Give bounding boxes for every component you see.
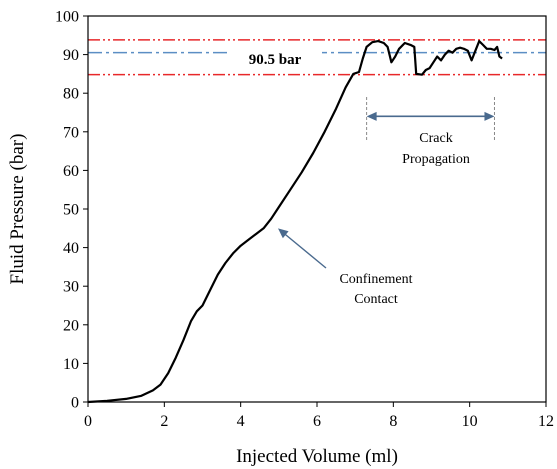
pressure-label: 90.5 bar (249, 52, 302, 68)
x-axis-ticks: 0 2 4 6 8 10 12 (84, 402, 554, 430)
confinement-label-line2: Contact (354, 292, 398, 307)
y-tick-label: 70 (63, 124, 79, 141)
y-tick-label: 40 (63, 240, 79, 257)
x-tick-label: 8 (389, 413, 397, 430)
y-axis-ticks: 0 10 20 30 40 50 60 70 80 90 100 (55, 9, 88, 412)
y-tick-label: 60 (63, 163, 79, 180)
x-tick-label: 2 (160, 413, 168, 430)
plot-frame (87, 15, 547, 403)
y-tick-label: 10 (63, 356, 79, 373)
arrowhead-right-icon (484, 111, 495, 121)
crack-propagation-annotation: Crack Propagation (366, 97, 495, 167)
y-tick-label: 50 (63, 202, 79, 219)
crack-label-line2: Propagation (402, 152, 470, 167)
pressure-label-background (228, 47, 322, 71)
series-line-fluid-pressure (87, 40, 503, 404)
arrowhead-left-icon (366, 111, 377, 121)
confinement-arrow (283, 232, 327, 269)
y-tick-label: 90 (63, 47, 79, 64)
y-tick-label: 0 (71, 395, 79, 412)
y-tick-label: 30 (63, 279, 79, 296)
y-axis-title: Fluid Pressure (bar) (7, 134, 28, 285)
x-tick-label: 12 (538, 413, 554, 430)
y-tick-label: 80 (63, 86, 79, 103)
x-tick-label: 0 (84, 413, 92, 430)
x-tick-label: 4 (237, 413, 245, 430)
crack-label-line1: Crack (419, 131, 452, 146)
arrowhead-icon (278, 228, 289, 239)
confinement-contact-annotation: Confinement Contact (278, 228, 413, 307)
y-tick-label: 20 (63, 317, 79, 334)
x-axis-title: Injected Volume (ml) (236, 446, 398, 467)
confinement-label-line1: Confinement (339, 272, 412, 287)
y-tick-label: 100 (55, 9, 79, 26)
x-tick-label: 10 (462, 413, 478, 430)
x-tick-label: 6 (313, 413, 321, 430)
